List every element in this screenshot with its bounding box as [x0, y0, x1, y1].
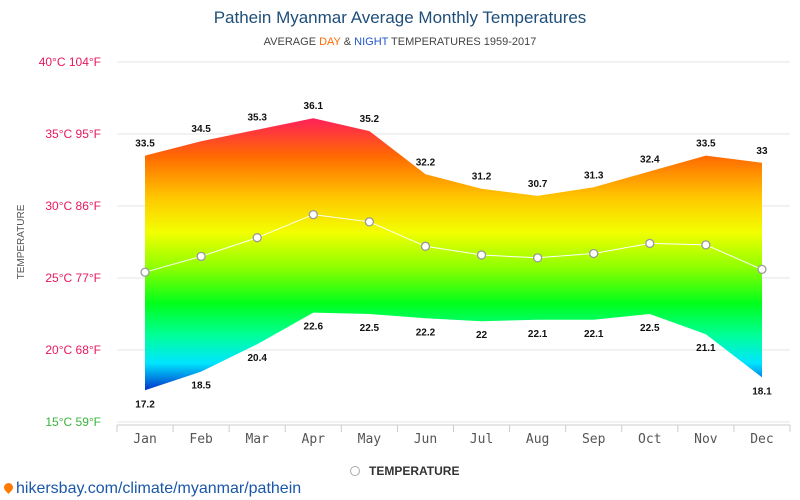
- y-tick-label: 30°C 86°F: [45, 199, 101, 213]
- x-tick-label: Jan: [133, 432, 156, 447]
- y-tick-label: 20°C 68°F: [45, 343, 101, 357]
- x-tick-label: Feb: [189, 432, 213, 447]
- night-value-label: 22.6: [304, 322, 324, 333]
- x-tick-label: Dec: [750, 432, 773, 447]
- day-value-label: 33: [756, 146, 768, 157]
- day-value-label: 36.1: [304, 101, 324, 112]
- average-point: [701, 240, 711, 250]
- average-point: [532, 253, 543, 263]
- day-value-label: 34.5: [191, 124, 211, 135]
- x-tick-label: Mar: [245, 432, 269, 447]
- subtitle-prefix: AVERAGE: [263, 36, 320, 48]
- x-tick-label: Sep: [582, 432, 606, 447]
- x-tick-label: Aug: [526, 432, 549, 447]
- night-value-label: 21.1: [696, 343, 716, 354]
- average-point: [589, 248, 599, 259]
- x-tick-label: Jul: [470, 432, 493, 447]
- y-tick-label: 40°C 104°F: [39, 55, 101, 69]
- night-value-label: 22.5: [640, 323, 660, 334]
- night-value-label: 22.1: [584, 329, 604, 340]
- x-tick-label: Nov: [694, 432, 718, 447]
- average-point: [645, 238, 655, 249]
- y-tick-label: 25°C 77°F: [45, 271, 101, 285]
- location-pin-icon: [2, 481, 15, 494]
- day-value-label: 35.2: [360, 114, 380, 125]
- x-tick-label: May: [358, 432, 382, 447]
- source-link[interactable]: hikersbay.com/climate/myanmar/pathein: [2, 480, 302, 498]
- average-point: [476, 250, 487, 260]
- x-tick-label: Oct: [638, 432, 661, 447]
- night-value-label: 17.2: [135, 399, 155, 410]
- average-point: [308, 209, 318, 220]
- day-value-label: 32.2: [416, 157, 436, 168]
- y-axis-label: TEMPERATURE: [16, 204, 27, 279]
- legend-marker-icon: [350, 466, 360, 476]
- night-value-label: 18.5: [191, 381, 211, 392]
- day-night-band: [145, 118, 762, 391]
- legend[interactable]: TEMPERATURE: [350, 464, 459, 478]
- day-value-label: 33.5: [696, 139, 716, 150]
- night-value-label: 20.4: [247, 353, 267, 364]
- chart-subtitle: AVERAGE DAY & NIGHT TEMPERATURES 1959-20…: [0, 36, 800, 48]
- night-value-label: 22.2: [416, 327, 436, 338]
- source-text: hikersbay.com/climate/myanmar/pathein: [16, 480, 302, 497]
- subtitle-night: NIGHT: [354, 36, 389, 48]
- subtitle-suffix: TEMPERATURES 1959-2017: [388, 36, 537, 48]
- day-value-label: 31.3: [584, 170, 604, 181]
- subtitle-amp: &: [340, 36, 355, 48]
- average-point: [420, 241, 431, 251]
- day-value-label: 35.3: [247, 113, 267, 124]
- night-value-label: 22.1: [528, 329, 548, 340]
- night-value-label: 18.1: [752, 386, 772, 397]
- day-value-label: 33.5: [135, 139, 155, 150]
- average-point: [196, 251, 206, 262]
- night-value-label: 22: [476, 330, 488, 341]
- y-tick-label: 35°C 95°F: [45, 127, 101, 141]
- night-value-label: 22.5: [360, 323, 380, 334]
- day-value-label: 32.4: [640, 154, 660, 165]
- day-value-label: 31.2: [472, 172, 492, 183]
- average-line: [144, 214, 763, 273]
- average-point: [140, 267, 150, 277]
- average-point: [757, 264, 767, 275]
- chart-title: Pathein Myanmar Average Monthly Temperat…: [213, 8, 587, 27]
- average-point: [252, 233, 262, 243]
- day-value-label: 30.7: [528, 179, 548, 190]
- x-tick-label: Jun: [414, 432, 437, 447]
- x-tick-label: Apr: [302, 432, 326, 447]
- average-point: [364, 217, 375, 227]
- y-tick-label: 15°C 59°F: [45, 415, 101, 429]
- subtitle-day: DAY: [319, 36, 341, 48]
- legend-label: TEMPERATURE: [369, 464, 460, 478]
